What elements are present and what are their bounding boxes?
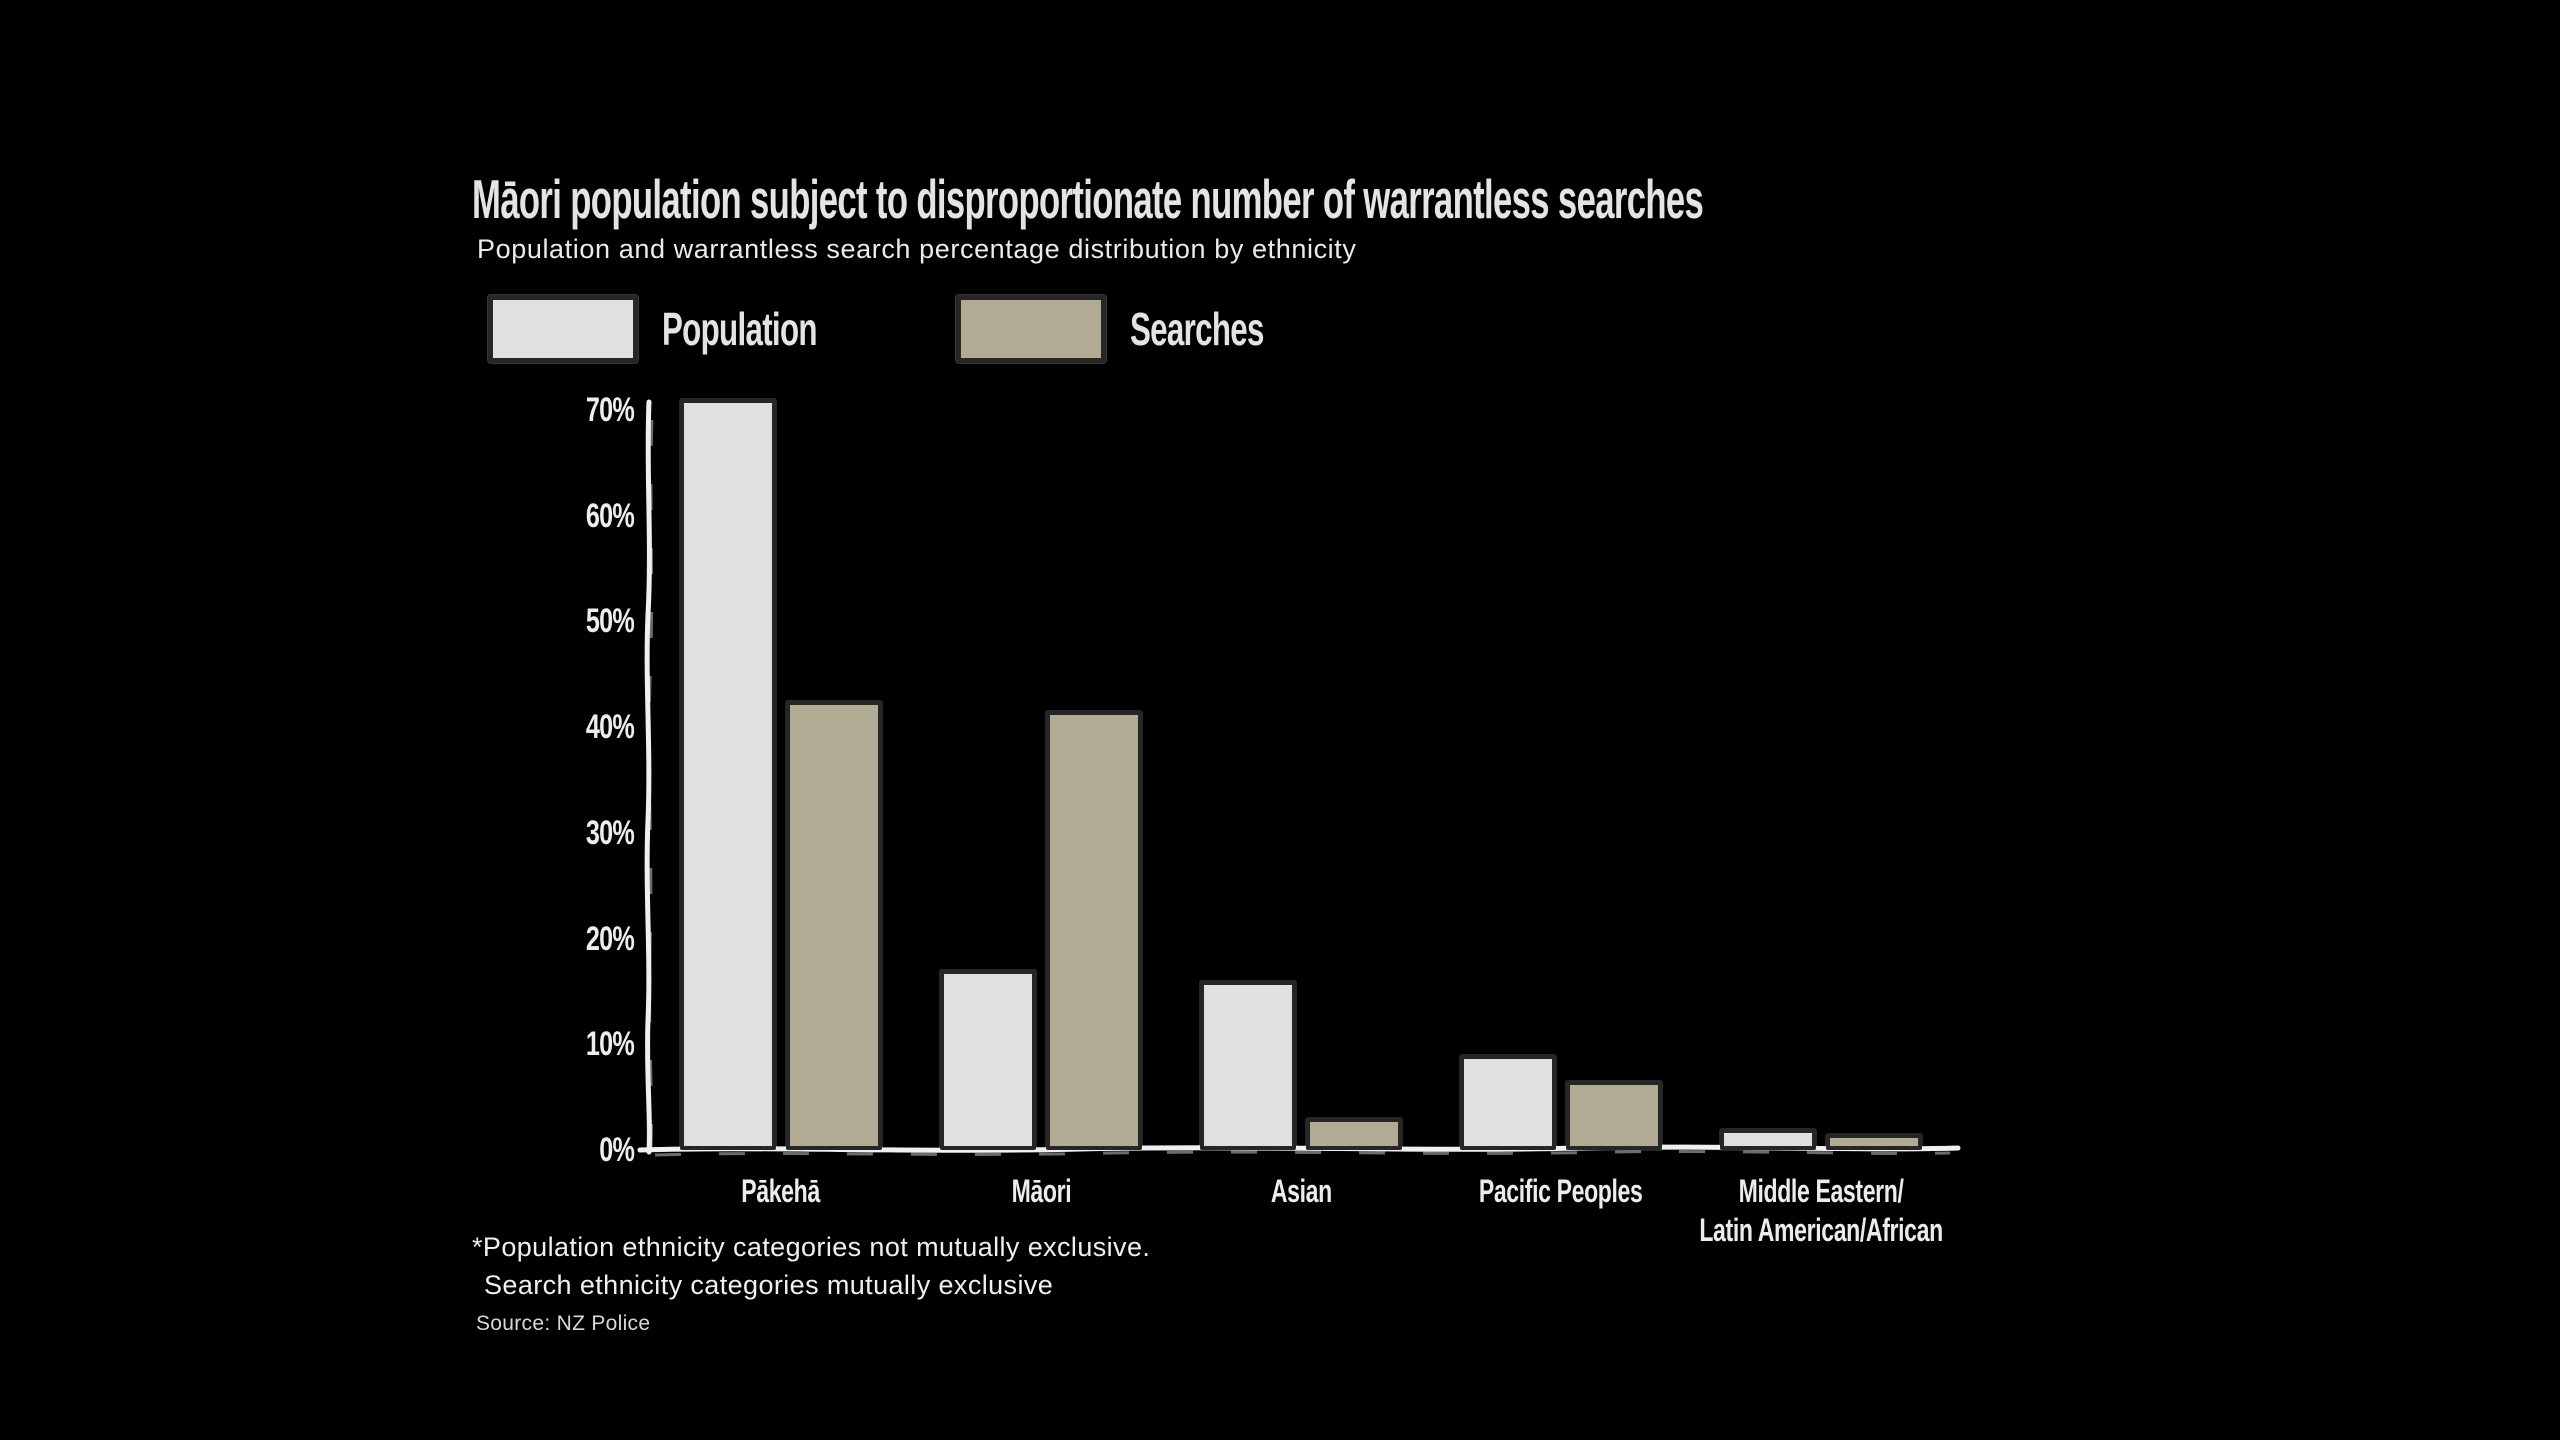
plot-area: 0% 10% 20% 30% 40% 50% 60% 70% Pākehā Māori Asian…: [586, 393, 1961, 1248]
bar-group: Pacific Peoples: [1460, 1054, 1662, 1209]
legend-item-population: Population: [488, 295, 890, 363]
page-title-text: Māori population subject to disproportio…: [472, 168, 1704, 230]
y-tick-label: 0%: [599, 1131, 635, 1169]
footnote: *Population ethnicity categories not mut…: [472, 1228, 1150, 1304]
bar-population-5: [1720, 1128, 1816, 1150]
x-axis-category-label-text: Middle Eastern/ Latin American/African: [1699, 1173, 1943, 1248]
x-axis-category-label-text: Pacific Peoples: [1479, 1173, 1643, 1209]
bar-searches-3: [1306, 1118, 1402, 1150]
x-axis-line-texture: [654, 1150, 1951, 1157]
y-tick-label: 40%: [585, 708, 635, 747]
x-axis-category-label: Pākehā: [540, 1172, 1022, 1211]
legend-item-searches: Searches: [890, 295, 1327, 363]
legend-swatch-searches: [955, 295, 1106, 363]
x-axis-category-label: Asian: [1060, 1172, 1542, 1211]
legend-swatch-population: [488, 295, 638, 363]
bar-searches-4: [1566, 1081, 1662, 1150]
x-axis-category-label: Māori: [800, 1172, 1282, 1211]
legend-label-searches: Searches: [1129, 303, 1264, 355]
bar-searches-2: [1046, 711, 1142, 1150]
bar-population-2: [940, 970, 1036, 1150]
y-tick-label: 60%: [585, 496, 635, 535]
chart-legend: Population Searches: [488, 295, 1326, 363]
x-axis-category-label-text: Māori: [1011, 1173, 1071, 1209]
page-title: Māori population subject to disproportio…: [472, 172, 2426, 227]
y-tick-label: 20%: [585, 919, 635, 958]
source-credit: Source: NZ Police: [476, 1312, 651, 1335]
y-tick-label: 10%: [585, 1025, 635, 1064]
bar-group: Pākehā: [680, 399, 882, 1209]
bar-searches-5: [1826, 1134, 1922, 1150]
bar-groups: Pākehā Māori Asian Pacific Peoples Middle Ea…: [648, 399, 1950, 1248]
x-axis-category-label-text: Asian: [1270, 1173, 1332, 1209]
bar-group: Māori: [940, 711, 1142, 1209]
legend-label-population: Population: [662, 303, 817, 355]
bar-population-4: [1460, 1054, 1556, 1150]
footnote-line-1: *Population ethnicity categories not mut…: [472, 1232, 1151, 1262]
bar-searches-1: [786, 700, 882, 1150]
x-axis-category-label-text: Pākehā: [741, 1173, 821, 1209]
bar-group: Middle Eastern/ Latin American/African: [1699, 1128, 1943, 1248]
bar-population-3: [1200, 980, 1296, 1150]
x-axis-category-label: Middle Eastern/ Latin American/African: [1580, 1172, 2062, 1250]
y-tick-label: 70%: [585, 391, 635, 429]
bar-group: Asian: [1200, 980, 1402, 1209]
footnote-line-2: Search ethnicity categories mutually exc…: [484, 1270, 1054, 1300]
bar-population-1: [680, 399, 776, 1150]
x-axis-category-label: Pacific Peoples: [1320, 1172, 1802, 1211]
y-tick-label: 50%: [585, 602, 635, 641]
chart-subtitle: Population and warrantless search percen…: [477, 234, 1357, 264]
y-tick-label: 30%: [585, 813, 635, 852]
